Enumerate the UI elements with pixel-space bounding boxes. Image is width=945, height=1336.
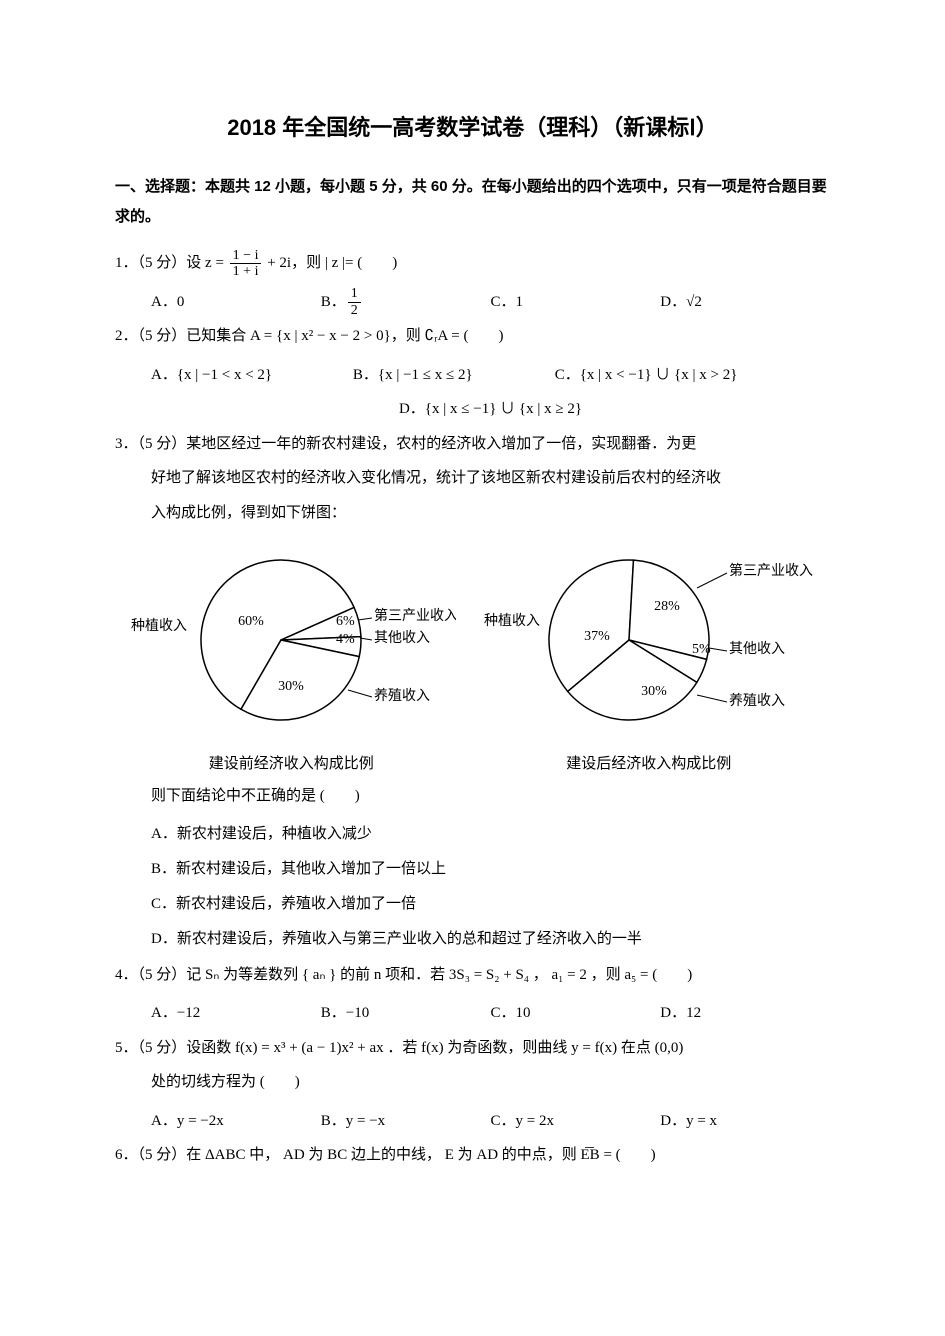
svg-text:第三产业收入: 第三产业收入: [729, 562, 813, 579]
exam-page: 2018 年全国统一高考数学试卷（理科）（新课标Ⅰ） 一、选择题：本题共 12 …: [0, 0, 945, 1336]
svg-text:28%: 28%: [654, 599, 680, 614]
question-5: 5．（5 分）设函数 f(x) = x³ + (a − 1)x² + ax ．若…: [115, 1031, 830, 1100]
svg-text:37%: 37%: [584, 629, 610, 644]
chart-after: 37% 28% 5% 30% 种植收入 第三产业收入其他收入养殖收入 建设后经济收入构成比…: [479, 540, 819, 773]
question-1: 1．（5 分）设 z = 1 − i1 + i + 2i，则 | z |= ( …: [115, 246, 830, 281]
q3-opt-a: A．新农村建设后，种植收入减少: [151, 818, 830, 851]
q1-opt-a: A．0: [151, 285, 321, 320]
q3-opt-d: D．新农村建设后，养殖收入与第三产业收入的总和超过了经济收入的一半: [151, 923, 830, 956]
svg-text:种植收入: 种植收入: [484, 613, 540, 629]
q5-options: A．y = −2x B．y = −x C．y = 2x D．y = x: [115, 1104, 830, 1139]
q2-points: （5 分）: [138, 328, 187, 344]
svg-text:种植收入: 种植收入: [131, 618, 187, 634]
q4-opt-c: C．10: [491, 996, 661, 1031]
q3-stem-line1: 某地区经过一年的新农村建设，农村的经济收入增加了一倍，实现翻番．为更: [186, 436, 696, 452]
pie-chart-before: 60% 6% 4% 30% 种植收入 第三产业收入其他收入养殖收入: [126, 540, 456, 740]
q5-opt-a: A．y = −2x: [151, 1104, 321, 1139]
svg-text:4%: 4%: [336, 632, 355, 647]
q5-stem-line2: 处的切线方程为 ( ): [115, 1065, 830, 1100]
q1-opt-c: C．1: [491, 285, 661, 320]
q1-fraction: 1 − i1 + i: [230, 248, 262, 280]
q2-opt-a: A．{x | −1 < x < 2}: [151, 358, 353, 393]
q4-points: （5 分）: [138, 967, 187, 983]
q2-stem: 已知集合 A = {x | x² − x − 2 > 0}，则 ∁ᵣA = ( …: [186, 328, 503, 344]
q3-opt-c: C．新农村建设后，养殖收入增加了一倍: [151, 888, 830, 921]
q5-stem-line1: 设函数 f(x) = x³ + (a − 1)x² + ax ．若 f(x) 为…: [186, 1040, 683, 1056]
q1-stem-pre: 设: [186, 255, 205, 271]
chart-before: 60% 6% 4% 30% 种植收入 第三产业收入其他收入养殖收入 建设前经济收入构成比例: [126, 540, 456, 773]
q1-opt-b: B．12: [321, 285, 491, 320]
q5-opt-c: C．y = 2x: [491, 1104, 661, 1139]
q3-points: （5 分）: [138, 436, 187, 452]
q1-opt-d: D．√2: [660, 285, 830, 320]
q1-points: （5 分）: [138, 255, 187, 271]
svg-text:其他收入: 其他收入: [374, 630, 430, 646]
q2-opt-b: B．{x | −1 ≤ x ≤ 2}: [353, 358, 555, 393]
question-3: 3．（5 分）某地区经过一年的新农村建设，农村的经济收入增加了一倍，实现翻番．为…: [115, 427, 830, 531]
q3-number: 3．: [115, 436, 138, 452]
svg-text:30%: 30%: [278, 679, 304, 694]
q1-options: A．0 B．12 C．1 D．√2: [115, 285, 830, 320]
svg-text:60%: 60%: [238, 614, 264, 629]
q4-opt-d: D．12: [660, 996, 830, 1031]
svg-text:养殖收入: 养殖收入: [729, 692, 785, 709]
q3-followup: 则下面结论中不正确的是 ( ): [115, 779, 830, 814]
q2-opt-d: D．{x | x ≤ −1} ∪ {x | x ≥ 2}: [115, 392, 830, 427]
svg-text:5%: 5%: [692, 642, 711, 657]
q1-zeq: z =: [205, 255, 228, 271]
q4-stem: 记 Sₙ 为等差数列 { aₙ } 的前 n 项和．若 3S₃ = S₂ + S…: [186, 967, 692, 983]
pie-chart-after: 37% 28% 5% 30% 种植收入 第三产业收入其他收入养殖收入: [479, 540, 819, 740]
question-6: 6．（5 分）在 ΔABC 中， AD 为 BC 边上的中线， E 为 AD 的…: [115, 1138, 830, 1173]
chart2-caption: 建设后经济收入构成比例: [479, 752, 819, 773]
q2-number: 2．: [115, 328, 138, 344]
q4-opt-b: B．−10: [321, 996, 491, 1031]
q4-number: 4．: [115, 967, 138, 983]
svg-text:第三产业收入: 第三产业收入: [374, 607, 456, 624]
q3-opt-b: B．新农村建设后，其他收入增加了一倍以上: [151, 853, 830, 886]
q5-number: 5．: [115, 1040, 138, 1056]
q6-number: 6．: [115, 1147, 138, 1163]
q6-points: （5 分）: [138, 1147, 187, 1163]
q6-stem: 在 ΔABC 中， AD 为 BC 边上的中线， E 为 AD 的中点，则 E͞…: [186, 1147, 655, 1163]
svg-text:30%: 30%: [641, 684, 667, 699]
question-4: 4．（5 分）记 Sₙ 为等差数列 { aₙ } 的前 n 项和．若 3S₃ =…: [115, 958, 830, 993]
q1-stem-post: ，则 | z |= ( ): [291, 255, 397, 271]
q4-options: A．−12 B．−10 C．10 D．12: [115, 996, 830, 1031]
q5-opt-b: B．y = −x: [321, 1104, 491, 1139]
q4-opt-a: A．−12: [151, 996, 321, 1031]
q2-opt-c: C．{x | x < −1} ∪ {x | x > 2}: [555, 358, 830, 393]
svg-text:6%: 6%: [336, 614, 355, 629]
q1-number: 1．: [115, 255, 138, 271]
q3-options: A．新农村建设后，种植收入减少 B．新农村建设后，其他收入增加了一倍以上 C．新…: [115, 818, 830, 956]
q2-options-row1: A．{x | −1 < x < 2} B．{x | −1 ≤ x ≤ 2} C．…: [115, 358, 830, 393]
pie-charts-container: 60%6%4%30%种植收入第三产业收入其他收入养殖收入 建设前经济收入构成比例…: [115, 540, 830, 773]
q5-opt-d: D．y = x: [660, 1104, 830, 1139]
section-instructions: 一、选择题：本题共 12 小题，每小题 5 分，共 60 分。在每小题给出的四个…: [115, 172, 830, 232]
q3-stem-line3: 入构成比例，得到如下饼图：: [115, 496, 830, 531]
q5-points: （5 分）: [138, 1040, 187, 1056]
question-2: 2．（5 分）已知集合 A = {x | x² − x − 2 > 0}，则 ∁…: [115, 319, 830, 354]
page-title: 2018 年全国统一高考数学试卷（理科）（新课标Ⅰ）: [115, 110, 830, 142]
chart1-caption: 建设前经济收入构成比例: [126, 752, 456, 773]
q1-plus: + 2i: [263, 255, 291, 271]
svg-text:养殖收入: 养殖收入: [374, 687, 430, 704]
svg-text:其他收入: 其他收入: [729, 641, 785, 657]
q3-stem-line2: 好地了解该地区农村的经济收入变化情况，统计了该地区新农村建设前后农村的经济收: [115, 461, 830, 496]
